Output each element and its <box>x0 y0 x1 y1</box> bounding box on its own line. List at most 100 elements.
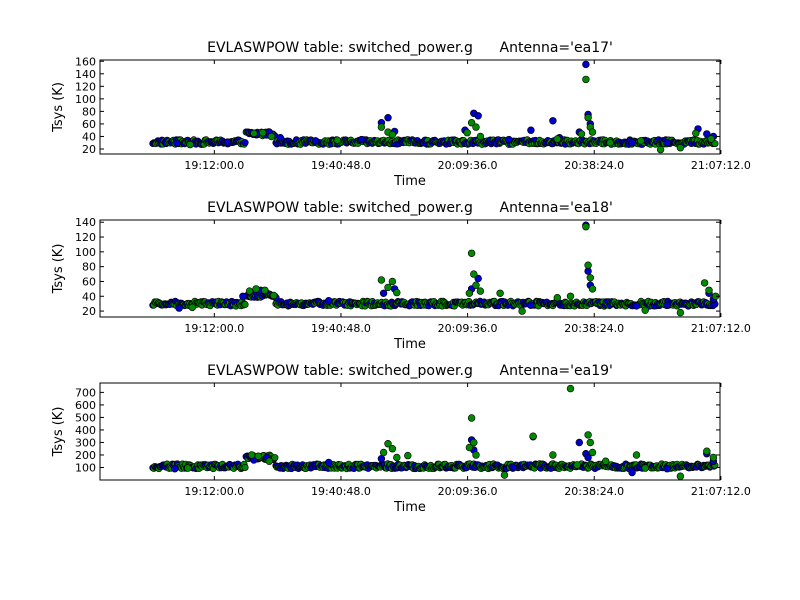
data-point-green <box>267 132 276 141</box>
data-point-green <box>549 451 557 459</box>
data-point-green <box>186 140 194 149</box>
data-point-blue <box>632 302 641 310</box>
y-tick-label: 160 <box>75 55 96 68</box>
data-point-blue <box>628 468 636 477</box>
y-tick-label: 700 <box>75 386 96 399</box>
data-point-green <box>463 129 471 137</box>
data-point-blue <box>663 139 671 147</box>
data-point-green <box>703 447 711 455</box>
data-point-green <box>573 461 581 469</box>
data-point-blue <box>628 139 636 147</box>
data-point-green <box>184 464 192 472</box>
data-point-green <box>553 135 561 143</box>
data-point-green <box>553 294 561 302</box>
subplot-2: EVLASWPOW table: switched_power.g Antenn… <box>51 200 751 352</box>
data-point-green <box>529 432 537 440</box>
data-point-green <box>377 123 386 131</box>
baseline-point <box>271 454 279 462</box>
data-point-green <box>641 306 649 314</box>
data-point-green <box>388 130 397 139</box>
data-point-green <box>637 137 645 145</box>
data-point-blue <box>276 134 284 142</box>
data-point-green <box>588 128 597 136</box>
data-point-blue <box>175 304 183 312</box>
data-point-green <box>586 274 594 282</box>
y-axis-label: Tsys (K) <box>51 82 66 133</box>
y-tick-label: 80 <box>82 261 96 274</box>
x-tick-label: 20:38:24.0 <box>564 485 624 498</box>
chart-title: EVLASWPOW table: switched_power.g Antenn… <box>207 363 613 379</box>
data-point-green <box>641 464 649 472</box>
data-point-blue <box>703 130 711 138</box>
data-point-green <box>384 283 392 292</box>
data-point-green <box>472 123 480 131</box>
data-point-green <box>692 129 700 138</box>
chart-title: EVLASWPOW table: switched_power.g Antenn… <box>207 200 613 216</box>
data-point-blue <box>171 465 179 473</box>
x-tick-label: 20:38:24.0 <box>564 159 624 172</box>
data-point-green <box>404 451 412 460</box>
y-axis-label: Tsys (K) <box>51 244 66 295</box>
data-point-green <box>388 277 397 286</box>
data-point-green <box>393 288 401 297</box>
data-point-green <box>588 448 597 457</box>
data-point-green <box>472 281 480 289</box>
data-points <box>149 221 720 317</box>
data-point-green <box>472 451 480 459</box>
data-point-green <box>632 451 641 459</box>
data-point-green <box>709 453 718 462</box>
data-point-blue <box>509 463 517 472</box>
data-point-green <box>476 287 485 295</box>
y-tick-label: 400 <box>75 424 96 437</box>
data-point-green <box>577 130 586 138</box>
data-point-blue <box>239 292 247 300</box>
x-axis-label: Time <box>393 500 426 515</box>
x-tick-label: 20:09:36.0 <box>438 485 498 498</box>
data-point-green <box>707 135 715 143</box>
x-tick-label: 19:40:48.0 <box>311 159 371 172</box>
data-point-green <box>705 286 713 294</box>
y-tick-label: 100 <box>75 461 96 474</box>
chart-title: EVLASWPOW table: switched_power.g Antenn… <box>207 40 613 56</box>
data-point-blue <box>377 455 386 463</box>
y-tick-label: 140 <box>75 68 96 81</box>
y-tick-label: 100 <box>75 246 96 259</box>
x-tick-label: 21:07:12.0 <box>691 485 751 498</box>
y-tick-label: 80 <box>82 105 96 118</box>
y-tick-label: 140 <box>75 216 96 229</box>
data-point-blue <box>474 274 482 283</box>
data-point-green <box>676 144 685 152</box>
y-tick-label: 20 <box>82 305 96 318</box>
subplot-3: EVLASWPOW table: switched_power.g Antenn… <box>51 363 751 515</box>
x-tick-label: 19:12:00.0 <box>184 485 244 498</box>
data-point-green <box>470 438 478 447</box>
data-point-green <box>584 113 592 122</box>
data-point-green <box>601 457 610 465</box>
data-point-blue <box>379 289 388 297</box>
subplot-1: EVLASWPOW table: switched_power.g Antenn… <box>51 40 751 189</box>
data-point-green <box>384 440 392 448</box>
x-tick-label: 19:40:48.0 <box>311 322 371 335</box>
data-point-green <box>518 307 526 315</box>
data-point-blue <box>325 297 333 305</box>
y-tick-label: 120 <box>75 80 96 93</box>
y-tick-label: 40 <box>82 130 96 143</box>
data-point-blue <box>311 137 320 145</box>
x-tick-label: 20:09:36.0 <box>438 159 498 172</box>
data-point-blue <box>575 438 583 447</box>
baseline-point <box>241 139 249 147</box>
data-point-green <box>379 448 388 457</box>
data-point-blue <box>584 453 592 462</box>
data-point-green <box>259 129 267 137</box>
data-point-green <box>248 451 256 459</box>
data-point-green <box>500 471 509 479</box>
y-axis-label: Tsys (K) <box>51 407 66 458</box>
data-point-green <box>333 136 342 144</box>
data-point-blue <box>663 301 671 309</box>
data-point-green <box>700 279 709 287</box>
x-axis-label: Time <box>393 337 426 352</box>
data-point-green <box>656 145 665 154</box>
data-point-blue <box>325 458 333 467</box>
data-points <box>149 60 719 154</box>
data-point-green <box>245 287 254 295</box>
